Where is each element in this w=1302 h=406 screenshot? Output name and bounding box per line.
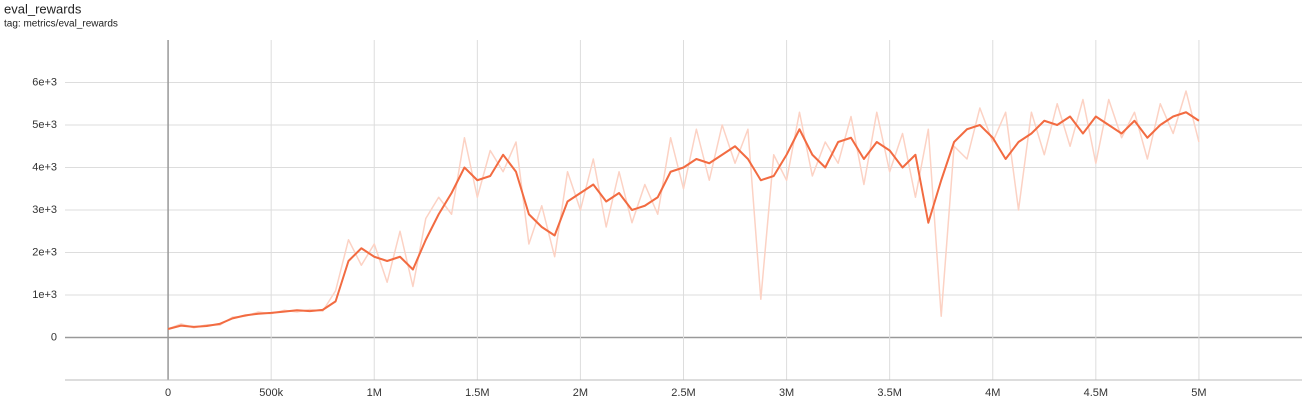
x-tick-label: 3.5M [877, 387, 901, 399]
x-tick-label: 2M [573, 387, 588, 399]
x-tick-label: 1M [367, 387, 382, 399]
y-tick-label: 1e+3 [32, 289, 57, 301]
y-tick-label: 4e+3 [32, 161, 57, 173]
x-tick-label: 4.5M [1084, 387, 1108, 399]
y-tick-label: 2e+3 [32, 246, 57, 258]
x-tick-label: 500k [259, 387, 283, 399]
y-tick-label: 5e+3 [32, 119, 57, 131]
x-tick-label: 2.5M [671, 387, 695, 399]
chart-subtitle: tag: metrics/eval_rewards [4, 19, 118, 30]
x-tick-label: 4M [985, 387, 1000, 399]
x-tick-label: 1.5M [465, 387, 489, 399]
y-tick-label: 0 [51, 331, 57, 343]
data-line [167, 111, 1200, 330]
x-tick-label: 3M [779, 387, 794, 399]
x-tick-label: 0 [165, 387, 171, 399]
y-tick-label: 6e+3 [32, 76, 57, 88]
chart-title: eval_rewards [4, 1, 82, 16]
x-tick-label: 5M [1191, 387, 1206, 399]
y-tick-label: 3e+3 [32, 204, 57, 216]
data-line [167, 90, 1200, 330]
